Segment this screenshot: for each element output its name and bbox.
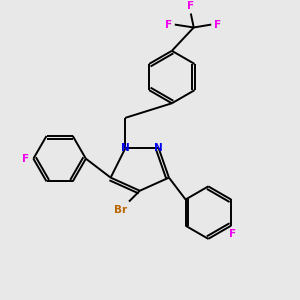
Text: F: F	[214, 20, 221, 30]
Text: Br: Br	[114, 205, 128, 215]
Text: F: F	[187, 1, 194, 11]
Text: N: N	[154, 143, 163, 154]
Text: N: N	[121, 143, 130, 154]
Text: F: F	[165, 20, 172, 30]
Text: F: F	[229, 230, 236, 239]
Text: F: F	[22, 154, 29, 164]
